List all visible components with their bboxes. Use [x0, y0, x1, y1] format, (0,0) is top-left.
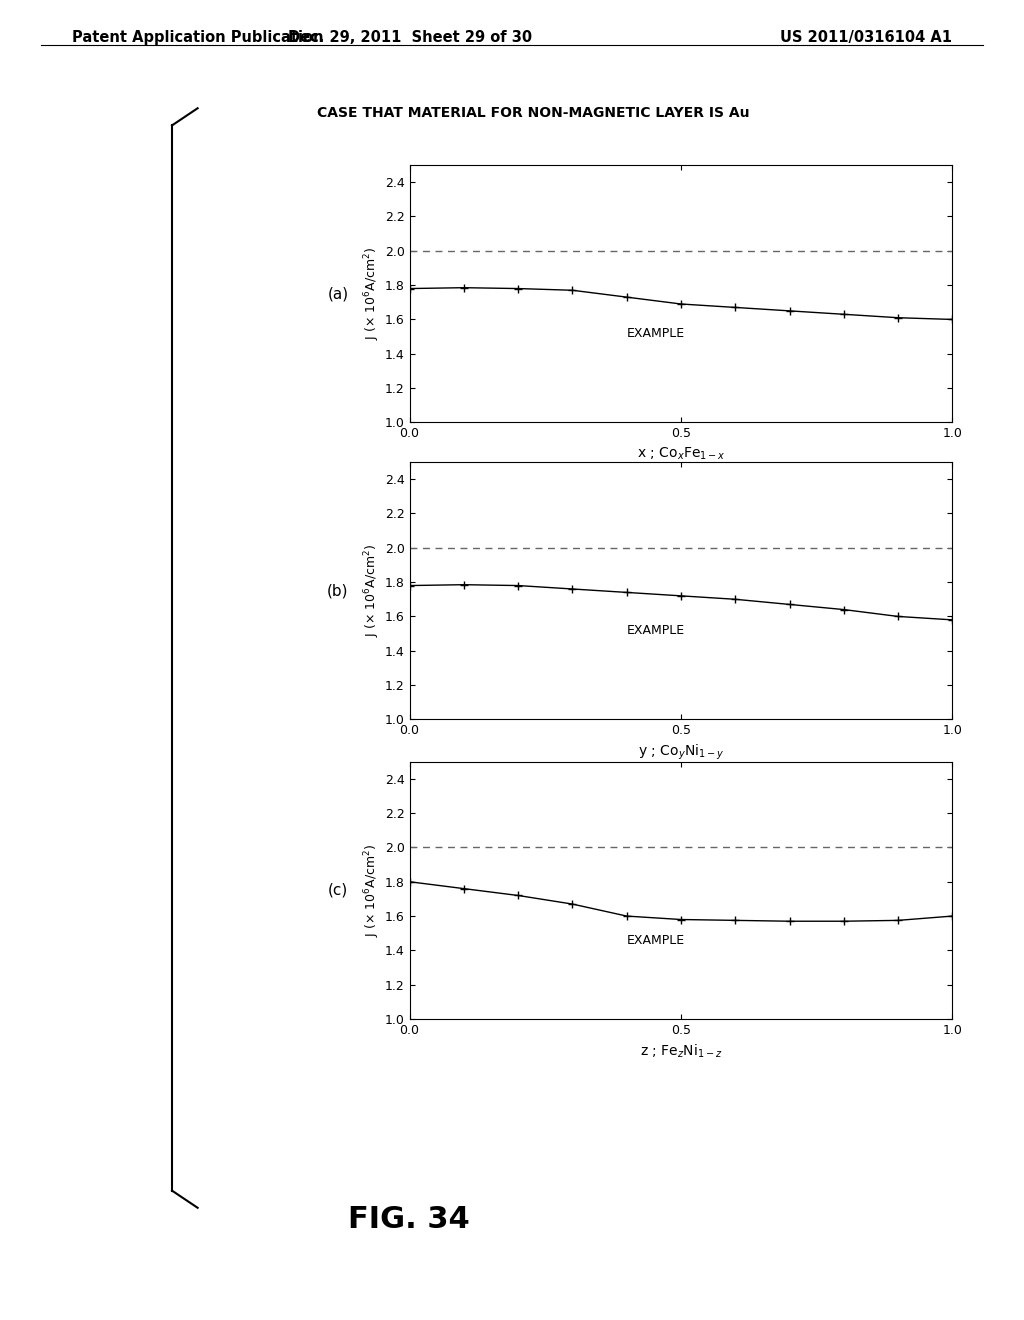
- Text: Patent Application Publication: Patent Application Publication: [72, 30, 324, 45]
- Y-axis label: J (× 10$^6$A/cm$^2$): J (× 10$^6$A/cm$^2$): [362, 544, 382, 638]
- Y-axis label: J (× 10$^6$A/cm$^2$): J (× 10$^6$A/cm$^2$): [362, 247, 382, 341]
- Y-axis label: J (× 10$^6$A/cm$^2$): J (× 10$^6$A/cm$^2$): [362, 843, 382, 937]
- X-axis label: x ; Co$_x$Fe$_{1-x}$: x ; Co$_x$Fe$_{1-x}$: [637, 446, 725, 462]
- X-axis label: z ; Fe$_z$Ni$_{1-z}$: z ; Fe$_z$Ni$_{1-z}$: [640, 1043, 722, 1060]
- Text: EXAMPLE: EXAMPLE: [627, 326, 685, 339]
- Text: Dec. 29, 2011  Sheet 29 of 30: Dec. 29, 2011 Sheet 29 of 30: [288, 30, 531, 45]
- Text: EXAMPLE: EXAMPLE: [627, 623, 685, 636]
- Text: (a): (a): [328, 286, 348, 301]
- Text: CASE THAT MATERIAL FOR NON-MAGNETIC LAYER IS Au: CASE THAT MATERIAL FOR NON-MAGNETIC LAYE…: [317, 106, 750, 120]
- X-axis label: y ; Co$_y$Ni$_{1-y}$: y ; Co$_y$Ni$_{1-y}$: [638, 743, 724, 762]
- Text: FIG. 34: FIG. 34: [348, 1205, 470, 1234]
- Text: (b): (b): [328, 583, 348, 598]
- Text: EXAMPLE: EXAMPLE: [627, 933, 685, 946]
- Text: (c): (c): [328, 883, 348, 898]
- Text: US 2011/0316104 A1: US 2011/0316104 A1: [780, 30, 952, 45]
